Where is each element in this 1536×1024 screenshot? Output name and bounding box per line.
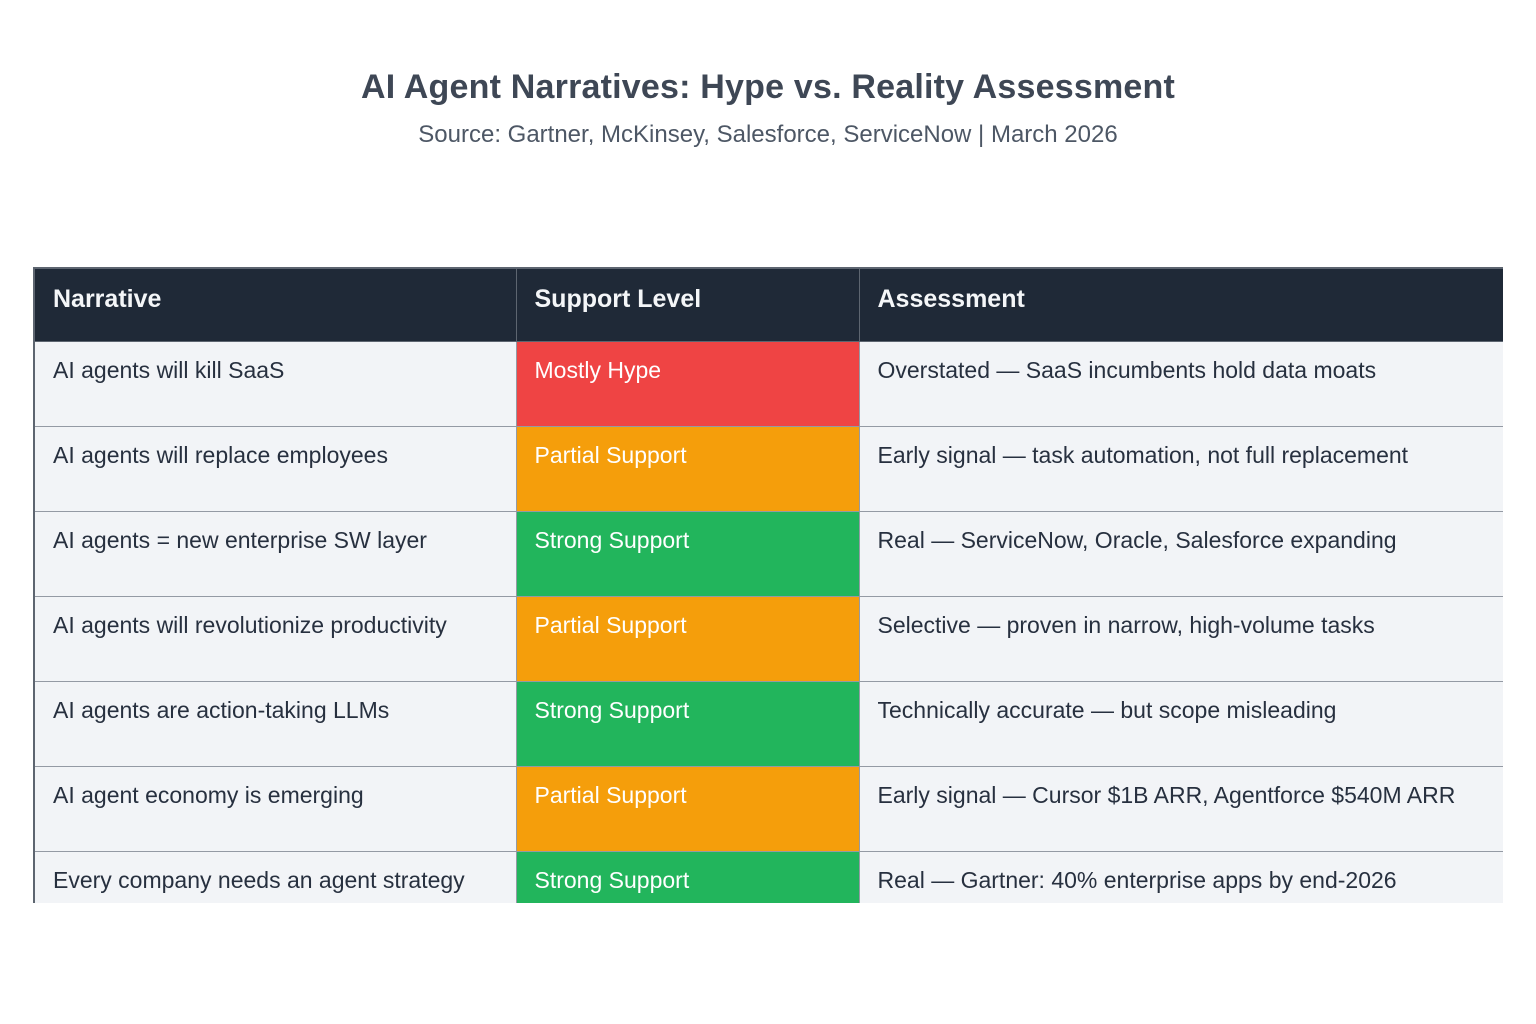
assessment-cell: Early signal — task automation, not full… bbox=[858, 425, 1503, 512]
assessment-cell: Real — Gartner: 40% enterprise apps by e… bbox=[858, 850, 1503, 903]
table-row: AI agents will revolutionize productivit… bbox=[33, 595, 1503, 682]
table-row: Every company needs an agent strategy Str… bbox=[33, 850, 1503, 903]
support-level-cell: Strong Support bbox=[515, 680, 860, 767]
table-body: AI agents will kill SaaS Mostly Hype Overs… bbox=[33, 340, 1503, 903]
table-header: Narrative Support Level Assessment bbox=[33, 267, 1503, 342]
table-row: AI agents = new enterprise SW layer Stron… bbox=[33, 510, 1503, 597]
support-level-cell: Partial Support bbox=[515, 425, 860, 512]
page-subtitle: Source: Gartner, McKinsey, Salesforce, S… bbox=[418, 121, 1118, 148]
support-level-cell: Mostly Hype bbox=[515, 340, 860, 427]
table-row: AI agents are action-taking LLMs Strong S… bbox=[33, 680, 1503, 767]
narrative-cell: AI agents are action-taking LLMs bbox=[33, 680, 517, 767]
support-level-cell: Strong Support bbox=[515, 510, 860, 597]
assessment-cell: Overstated — SaaS incumbents hold data m… bbox=[858, 340, 1503, 427]
col-header-assessment: Assessment bbox=[858, 267, 1503, 342]
assessment-cell: Technically accurate — but scope mislead… bbox=[858, 680, 1503, 767]
assessment-table: Narrative Support Level Assessment AI ag… bbox=[33, 267, 1503, 903]
narrative-cell: Every company needs an agent strategy bbox=[33, 850, 517, 903]
table-row: AI agents will replace employees Partial … bbox=[33, 425, 1503, 512]
assessment-cell: Real — ServiceNow, Oracle, Salesforce ex… bbox=[858, 510, 1503, 597]
assessment-cell: Early signal — Cursor $1B ARR, Agentforc… bbox=[858, 765, 1503, 852]
table-row: AI agents will kill SaaS Mostly Hype Overs… bbox=[33, 340, 1503, 427]
assessment-cell: Selective — proven in narrow, high-volum… bbox=[858, 595, 1503, 682]
narrative-cell: AI agents will replace employees bbox=[33, 425, 517, 512]
narrative-cell: AI agents will revolutionize productivit… bbox=[33, 595, 517, 682]
support-level-cell: Partial Support bbox=[515, 765, 860, 852]
support-level-cell: Partial Support bbox=[515, 595, 860, 682]
table-row: AI agent economy is emerging Partial Supp… bbox=[33, 765, 1503, 852]
narrative-cell: AI agents will kill SaaS bbox=[33, 340, 517, 427]
narrative-cell: AI agents = new enterprise SW layer bbox=[33, 510, 517, 597]
table-container: Narrative Support Level Assessment AI ag… bbox=[33, 267, 1503, 903]
narrative-cell: AI agent economy is emerging bbox=[33, 765, 517, 852]
support-level-cell: Strong Support bbox=[515, 850, 860, 903]
page-title: AI Agent Narratives: Hype vs. Reality As… bbox=[361, 68, 1175, 106]
header-row: Narrative Support Level Assessment bbox=[33, 267, 1503, 342]
col-header-narrative: Narrative bbox=[33, 267, 517, 342]
col-header-support-level: Support Level bbox=[515, 267, 860, 342]
